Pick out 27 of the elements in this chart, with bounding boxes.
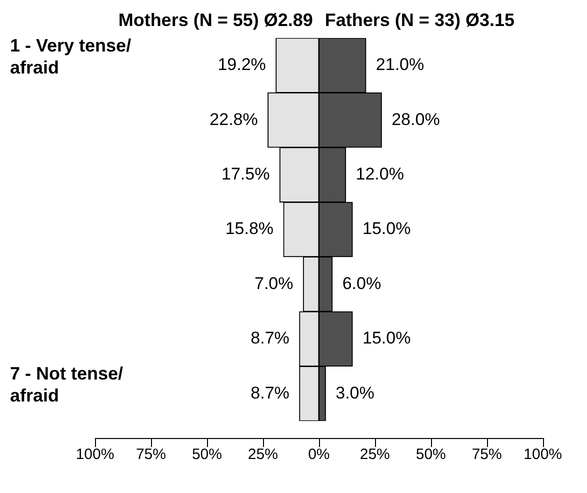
data-label: 15.0% xyxy=(362,219,411,238)
data-label: 22.8% xyxy=(210,110,258,129)
x-tick-label: 75% xyxy=(472,446,502,464)
series-label: Mothers (N = 55) Ø2.89 xyxy=(118,10,313,30)
data-label: 3.0% xyxy=(336,383,374,402)
data-label: 8.7% xyxy=(250,383,290,402)
x-tick-label: 100% xyxy=(76,446,114,464)
data-label: 21.0% xyxy=(376,55,424,74)
data-label: 19.2% xyxy=(218,55,266,74)
y-tick-label: 7 - Not tense/ afraid xyxy=(10,364,124,406)
data-label: 15.0% xyxy=(362,328,411,348)
data-label: 28.0% xyxy=(392,110,440,129)
x-tick-label: 100% xyxy=(524,446,562,464)
data-label: 8.7% xyxy=(250,328,290,348)
data-label: 12.0% xyxy=(356,164,404,184)
x-tick-label: 25% xyxy=(248,446,278,464)
data-label: 6.0% xyxy=(342,274,382,293)
y-tick-label: 1 - Very tense/ afraid xyxy=(10,35,132,78)
series-label: Fathers (N = 33) Ø3.15 xyxy=(324,10,515,30)
x-tick-label: 75% xyxy=(136,446,166,464)
x-tick-label: 50% xyxy=(192,446,222,464)
data-label: 15.8% xyxy=(225,219,274,238)
x-tick-label: 25% xyxy=(360,446,390,464)
data-label: 7.0% xyxy=(254,274,294,293)
x-tick-label: 50% xyxy=(416,446,446,464)
x-tick-label: 0% xyxy=(308,446,330,464)
data-label: 17.5% xyxy=(222,164,270,184)
